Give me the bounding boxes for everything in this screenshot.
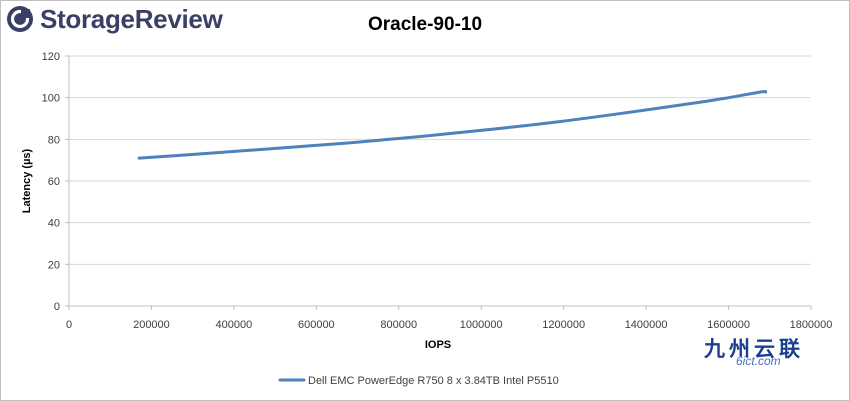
- gridlines: [69, 55, 811, 265]
- y-tick-label: 120: [42, 51, 60, 63]
- y-tick-label: 60: [48, 176, 60, 188]
- legend: Dell EMC PowerEdge R750 8 x 3.84TB Intel…: [278, 375, 559, 387]
- y-tick-label: 0: [54, 301, 60, 313]
- y-tick-label: 40: [48, 218, 60, 230]
- watermark-sub: 6ict.com: [736, 354, 781, 368]
- brand-name: StorageReview: [40, 3, 223, 34]
- x-tick-label: 1400000: [625, 319, 668, 331]
- x-tick-label: 1600000: [707, 319, 750, 331]
- x-tick-label: 800000: [380, 319, 417, 331]
- storagereview-logo-icon: [7, 6, 33, 32]
- axes: [65, 55, 812, 310]
- y-axis-label: Latency (µs): [21, 148, 33, 213]
- x-axis-label: IOPS: [425, 339, 451, 351]
- x-tick-label: 1200000: [542, 319, 585, 331]
- legend-label: Dell EMC PowerEdge R750 8 x 3.84TB Intel…: [308, 375, 559, 387]
- watermark-chinese: 九州云联: [704, 338, 804, 361]
- x-tick-label: 600000: [298, 319, 335, 331]
- series-lines: [137, 89, 768, 160]
- x-tick-label: 1800000: [790, 319, 833, 331]
- x-tick-labels: 0 200000 400000 600000 800000 1000000 1200000 1…: [66, 319, 832, 331]
- y-tick-label: 20: [48, 259, 60, 271]
- y-tick-label: 100: [42, 93, 60, 105]
- brand-logo: StorageReview: [6, 4, 223, 34]
- x-tick-label: 200000: [133, 319, 170, 331]
- chart-title: Oracle-90-10: [367, 14, 483, 35]
- x-tick-label: 0: [66, 319, 72, 331]
- y-tick-labels: 0 20 40 60 80 100 120: [42, 51, 60, 313]
- y-tick-label: 80: [48, 134, 60, 146]
- series-line: [137, 89, 768, 160]
- x-tick-label: 400000: [216, 319, 253, 331]
- x-tick-label: 1000000: [460, 319, 503, 331]
